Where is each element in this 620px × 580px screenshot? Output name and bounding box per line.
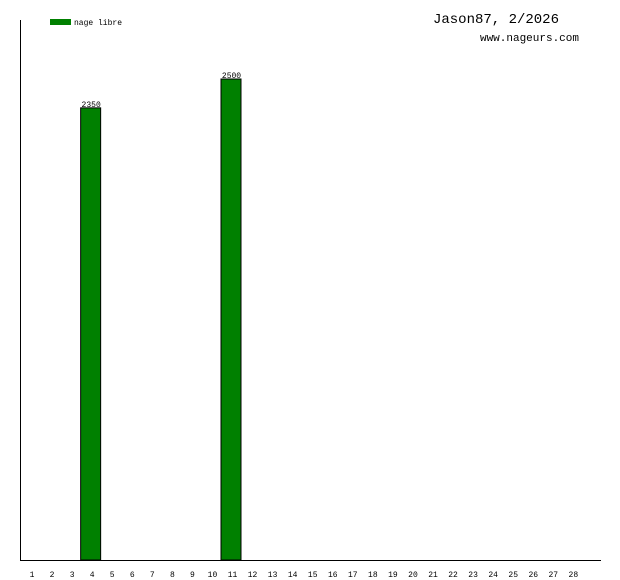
chart-subtitle: www.nageurs.com	[480, 33, 579, 45]
x-tick-label: 10	[208, 571, 218, 580]
data-label: 2350	[82, 101, 101, 110]
x-tick-label: 16	[328, 571, 338, 580]
x-tick-label: 1	[30, 571, 35, 580]
chart-title: Jason87, 2/2026	[433, 12, 559, 28]
x-tick-label: 15	[308, 571, 318, 580]
x-tick-label: 5	[110, 571, 115, 580]
data-label: 2500	[222, 72, 241, 81]
bar	[220, 78, 242, 561]
x-tick-label: 18	[368, 571, 378, 580]
x-tick-label: 28	[569, 571, 579, 580]
x-tick-label: 24	[488, 571, 498, 580]
x-tick-label: 20	[408, 571, 418, 580]
x-tick-label: 19	[388, 571, 398, 580]
x-tick-label: 17	[348, 571, 358, 580]
x-tick-label: 9	[190, 571, 195, 580]
x-tick-label: 6	[130, 571, 135, 580]
x-tick-label: 4	[90, 571, 95, 580]
x-tick-label: 26	[528, 571, 538, 580]
x-tick-label: 14	[288, 571, 298, 580]
x-tick-label: 27	[548, 571, 558, 580]
legend-swatch	[50, 19, 71, 25]
bar	[80, 107, 102, 561]
x-tick-label: 22	[448, 571, 458, 580]
x-tick-label: 2	[50, 571, 55, 580]
x-tick-label: 12	[248, 571, 258, 580]
x-tick-label: 13	[268, 571, 278, 580]
x-tick-label: 21	[428, 571, 438, 580]
x-tick-label: 8	[170, 571, 175, 580]
x-tick-label: 23	[468, 571, 478, 580]
legend-label: nage libre	[74, 19, 122, 28]
x-tick-label: 25	[508, 571, 518, 580]
x-tick-label: 3	[70, 571, 75, 580]
x-tick-label: 11	[228, 571, 238, 580]
x-tick-label: 7	[150, 571, 155, 580]
